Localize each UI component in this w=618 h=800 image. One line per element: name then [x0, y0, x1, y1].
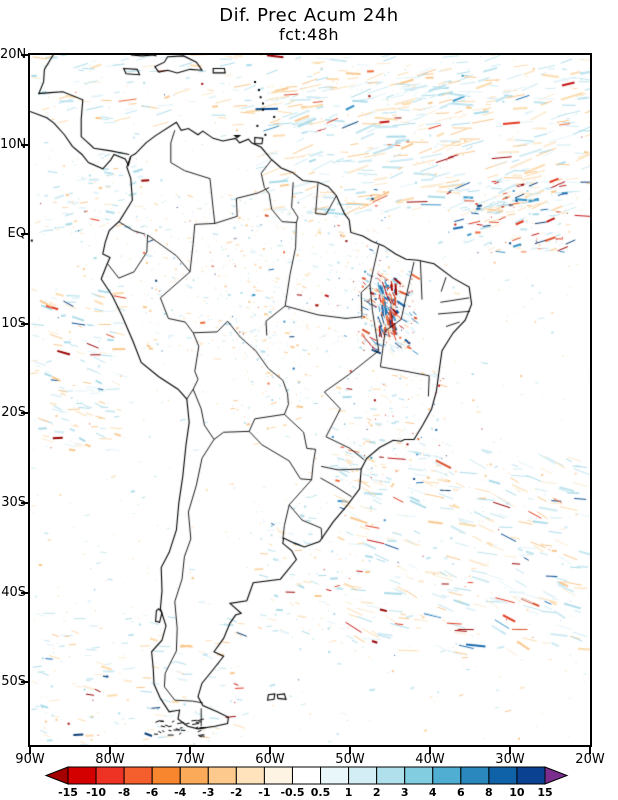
x-axis-label: 50W [335, 752, 365, 767]
x-axis-label: 60W [255, 752, 285, 767]
x-tick [29, 747, 31, 754]
y-axis-label: EQ [7, 226, 26, 242]
colorbar-segment [432, 766, 462, 785]
colorbar-tick-label: -1 [258, 786, 270, 799]
colorbar-tick-label: 15 [537, 786, 552, 799]
y-tick [21, 54, 28, 56]
colorbar-segment [67, 766, 97, 785]
colorbar-tick-label: 1 [345, 786, 353, 799]
x-tick [189, 747, 191, 754]
colorbar-segment [95, 766, 125, 785]
y-tick [21, 233, 28, 236]
map-canvas [30, 55, 590, 745]
figure-subtitle: fct:48h [278, 25, 340, 44]
colorbar-segment [235, 766, 265, 785]
x-axis-label: 70W [175, 752, 205, 767]
y-axis-label: 50S [1, 674, 26, 690]
map-frame [28, 53, 592, 747]
y-axis-label: 10N [0, 136, 27, 152]
colorbar-segment [404, 766, 434, 785]
colorbar-tick-label: -8 [118, 786, 130, 799]
y-axis-label: 10S [1, 315, 26, 331]
x-tick [509, 747, 511, 754]
x-tick [269, 747, 271, 754]
x-axis-label: 20W [575, 752, 605, 767]
y-tick [21, 681, 28, 684]
colorbar-tick-label: 4 [429, 786, 437, 799]
y-tick [21, 412, 28, 415]
x-tick [109, 747, 111, 754]
y-axis-label: 40S [1, 584, 26, 600]
colorbar-segment [488, 766, 518, 785]
colorbar-segment [179, 766, 209, 785]
colorbar-tick-label: -6 [146, 786, 159, 799]
x-axis-label: 80W [95, 752, 125, 767]
colorbar-segment [516, 766, 546, 785]
colorbar-arrow-right [544, 766, 569, 785]
colorbar-tick-label: -10 [86, 786, 106, 799]
colorbar-tick-label: -4 [174, 786, 187, 799]
colorbar-segment [151, 766, 181, 785]
x-axis-label: 30W [495, 752, 525, 767]
colorbar-segment [263, 766, 293, 785]
y-axis-label: 20S [1, 405, 26, 421]
colorbar: -15 -10 -8 -6 -4 -3 -2 -1 -0.5 0.5 1 2 3 4 6 8 10 15 [44, 766, 569, 799]
y-tick [21, 502, 28, 505]
colorbar-segment [207, 766, 237, 785]
colorbar-tick-label: -0.5 [280, 786, 304, 799]
colorbar-tick-label: 8 [485, 786, 493, 799]
x-axis-label: 40W [415, 752, 445, 767]
x-tick [589, 747, 591, 754]
y-axis-label: 30S [1, 495, 26, 511]
colorbar-tick-label: -3 [202, 786, 214, 799]
colorbar-tick-label: -2 [230, 786, 242, 799]
x-axis-label: 90W [15, 752, 45, 767]
colorbar-segment [320, 766, 350, 785]
x-tick [429, 747, 431, 754]
colorbar-tick-label: 2 [373, 786, 381, 799]
colorbar-segment [348, 766, 378, 785]
colorbar-segment [291, 766, 322, 785]
colorbar-tick-label: 0.5 [311, 786, 331, 799]
colorbar-segment [123, 766, 153, 785]
colorbar-tick-label: 6 [457, 786, 465, 799]
colorbar-arrow-left [44, 766, 69, 785]
colorbar-segment [460, 766, 490, 785]
y-axis-label: 20N [0, 47, 27, 62]
colorbar-tick-label: -15 [58, 786, 78, 799]
figure-title: Dif. Prec Acum 24h [219, 5, 399, 26]
y-tick [21, 591, 28, 594]
x-tick [349, 747, 351, 754]
colorbar-tick-label: 3 [401, 786, 409, 799]
colorbar-segment [376, 766, 406, 785]
colorbar-tick-label: 10 [509, 786, 525, 799]
y-tick [21, 143, 28, 146]
y-tick [21, 322, 28, 325]
